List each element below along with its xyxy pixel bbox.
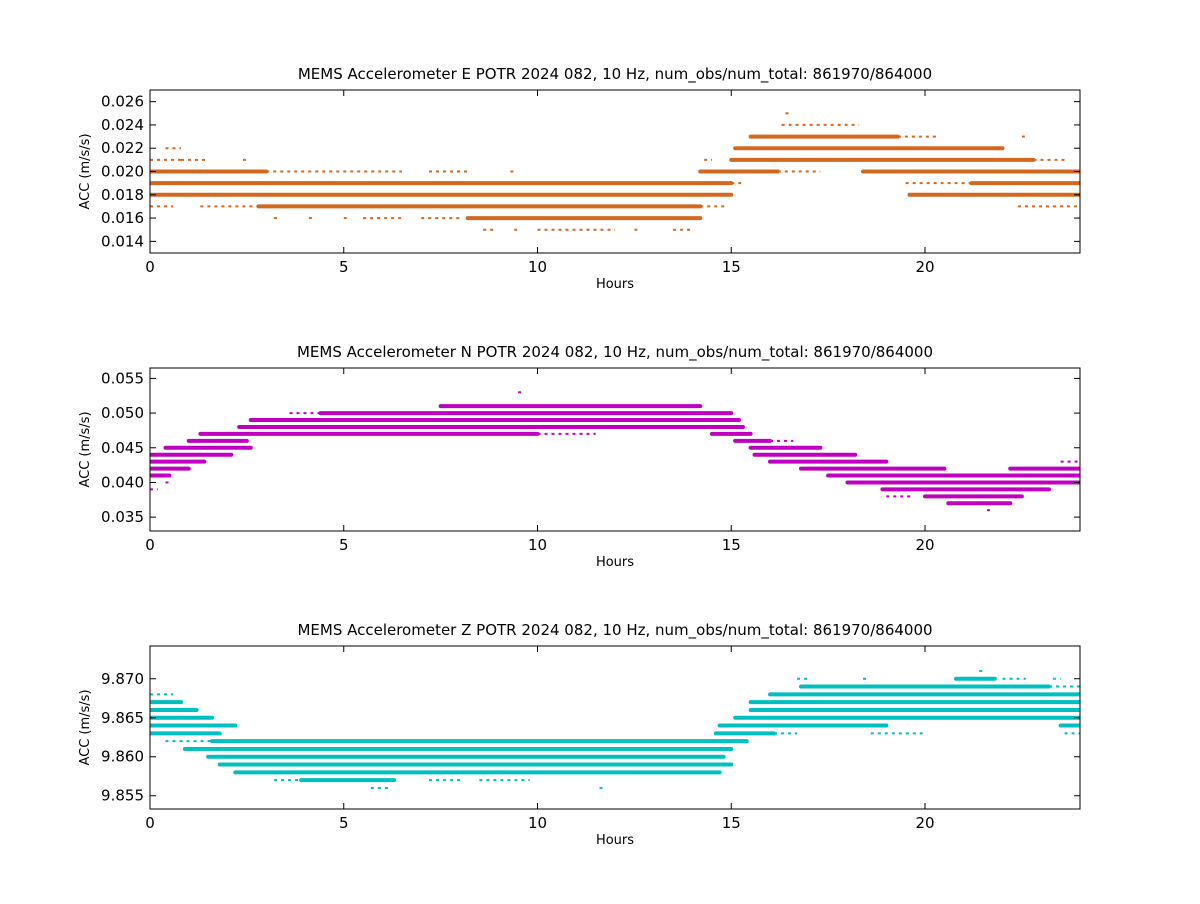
data-series — [150, 669, 1080, 789]
axes-frame — [149, 367, 1081, 532]
y-tick-label: 9.860 — [101, 748, 144, 766]
chart-title: MEMS Accelerometer N POTR 2024 082, 10 H… — [297, 343, 933, 362]
chart-panel-1: 0 5 10 15 20 0.014 0.016 0.018 0.020 0.022 0.024 0.… — [78, 65, 1081, 292]
x-tick-label: 20 — [915, 536, 934, 554]
chart-title: MEMS Accelerometer Z POTR 2024 082, 10 H… — [297, 621, 932, 640]
y-tick-label: 0.040 — [101, 473, 144, 491]
x-tick-label: 0 — [145, 258, 155, 276]
y-tick-label: 9.855 — [101, 787, 144, 805]
data-series — [150, 391, 1080, 512]
y-tick-label: 0.050 — [101, 404, 144, 422]
x-tick-label: 5 — [339, 536, 349, 554]
x-tick-label: 20 — [915, 814, 934, 832]
x-axis-label: Hours — [596, 555, 634, 570]
chart-panel-3: 0 5 10 15 20 9.855 9.860 9.865 9.870 MEMS Acceler… — [78, 621, 1081, 848]
x-tick-label: 15 — [722, 258, 741, 276]
y-tick-label: 9.865 — [101, 709, 144, 727]
y-tick-label: 0.055 — [101, 369, 144, 387]
y-tick-label: 0.045 — [101, 439, 144, 457]
x-axis-label: Hours — [596, 833, 634, 848]
y-tick-label: 0.024 — [101, 116, 144, 134]
y-tick-label: 0.035 — [101, 508, 144, 526]
chart-title: MEMS Accelerometer E POTR 2024 082, 10 H… — [298, 65, 932, 84]
data-series — [150, 112, 1080, 231]
y-tick-label: 0.020 — [101, 163, 144, 181]
x-tick-label: 20 — [915, 258, 934, 276]
y-tick-label: 0.018 — [101, 186, 144, 204]
axes-frame — [149, 645, 1081, 810]
x-tick-label: 0 — [145, 536, 155, 554]
x-tick-label: 5 — [339, 814, 349, 832]
x-tick-label: 10 — [528, 536, 547, 554]
y-axis-label: ACC (m/s/s) — [78, 689, 93, 765]
x-tick-label: 5 — [339, 258, 349, 276]
y-axis-label: ACC (m/s/s) — [78, 411, 93, 487]
x-axis-label: Hours — [596, 277, 634, 292]
y-tick-label: 9.870 — [101, 670, 144, 688]
y-tick-label: 0.026 — [101, 93, 144, 111]
y-tick-label: 0.022 — [101, 139, 144, 157]
x-tick-label: 0 — [145, 814, 155, 832]
chart-panel-2: 0 5 10 15 20 0.035 0.040 0.045 0.050 0.055 MEMS Ac… — [78, 343, 1081, 570]
y-tick-label: 0.016 — [101, 209, 144, 227]
x-tick-label: 15 — [722, 814, 741, 832]
y-tick-label: 0.014 — [101, 232, 144, 250]
y-axis-label: ACC (m/s/s) — [78, 133, 93, 209]
x-tick-label: 10 — [528, 814, 547, 832]
x-tick-label: 15 — [722, 536, 741, 554]
x-tick-label: 10 — [528, 258, 547, 276]
